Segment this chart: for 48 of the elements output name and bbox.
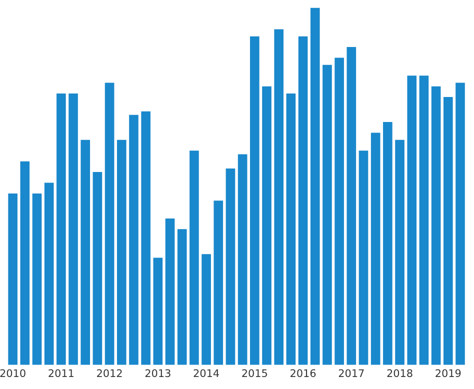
x-tick-label: 2016 <box>290 369 316 378</box>
bar <box>395 140 404 365</box>
bar <box>214 200 224 365</box>
bar <box>8 193 18 365</box>
bar <box>44 182 54 365</box>
bar <box>383 122 392 365</box>
bar <box>116 140 126 365</box>
bar <box>32 193 42 365</box>
bar <box>419 76 429 365</box>
bar <box>190 150 199 365</box>
bar <box>238 154 248 365</box>
x-tick-label: 2013 <box>145 369 170 378</box>
bar <box>358 150 368 365</box>
x-tick-label: 2018 <box>387 369 412 378</box>
bar <box>226 168 236 365</box>
bar <box>298 36 308 365</box>
bar <box>262 86 272 365</box>
bar <box>334 58 344 365</box>
x-tick-label: 2017 <box>338 369 364 378</box>
bar <box>310 8 320 365</box>
bar <box>443 97 453 365</box>
x-tick-label: 2010 <box>0 369 26 378</box>
bar <box>322 64 332 365</box>
x-tick-label: 2015 <box>242 369 268 378</box>
bar <box>346 47 356 365</box>
x-tick-label: 2019 <box>436 369 461 378</box>
x-tick-label: 2011 <box>48 369 74 378</box>
bar <box>407 76 417 365</box>
bar <box>370 132 380 365</box>
bar <box>274 29 284 365</box>
bar <box>165 218 175 365</box>
bar <box>68 93 78 365</box>
bar <box>153 258 163 365</box>
bar <box>141 111 150 365</box>
bar <box>202 254 211 365</box>
bar <box>92 172 102 365</box>
x-tick-label: 2014 <box>194 369 219 378</box>
bar <box>286 93 296 365</box>
bar <box>56 93 66 365</box>
x-tick-label: 2012 <box>97 369 122 378</box>
bar <box>80 140 90 365</box>
bar <box>250 36 260 365</box>
bar <box>177 229 187 365</box>
bar <box>104 82 114 365</box>
bar <box>129 114 138 365</box>
bar <box>431 86 441 365</box>
bar <box>20 161 30 365</box>
bar <box>456 82 465 365</box>
